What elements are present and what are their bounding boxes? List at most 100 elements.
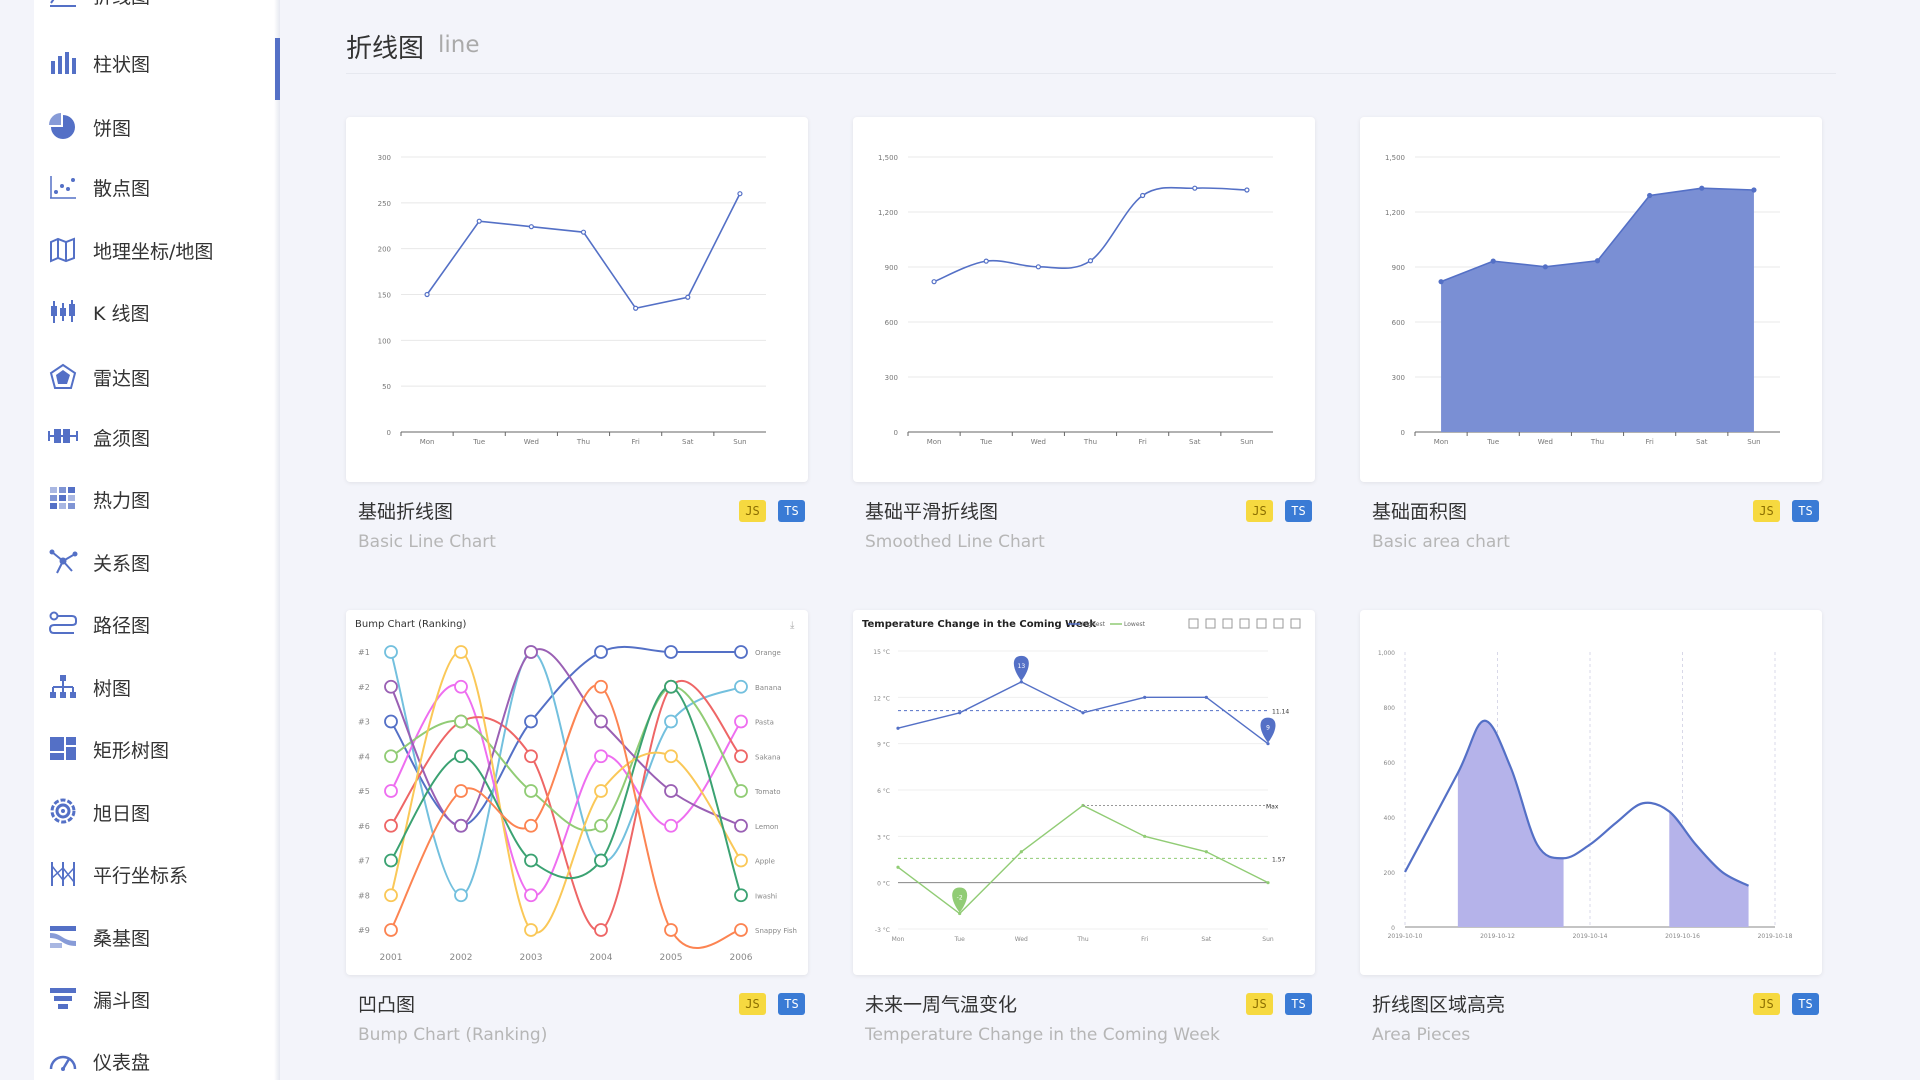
- line-chart-icon: [48, 0, 78, 9]
- markpoint-label: -2: [957, 895, 963, 902]
- sidebar-item-label: 地理坐标/地图: [93, 240, 214, 263]
- sidebar-item-map[interactable]: 地理坐标/地图: [34, 225, 280, 275]
- x-tick-label: Fri: [631, 438, 639, 446]
- data-point: [1542, 264, 1548, 270]
- data-point: [633, 305, 639, 311]
- data-point: [1019, 850, 1023, 854]
- data-point: [664, 645, 678, 659]
- markpoint-pin: [1260, 717, 1276, 743]
- ts-code-button[interactable]: TS: [778, 993, 805, 1015]
- data-point: [734, 888, 748, 903]
- y-tick-label: 1,500: [878, 154, 898, 162]
- js-code-button[interactable]: JS: [1753, 993, 1780, 1015]
- js-code-button[interactable]: JS: [1246, 500, 1273, 522]
- data-point: [1490, 258, 1496, 264]
- highlight-piece: [1669, 720, 1749, 927]
- data-point: [454, 818, 468, 833]
- data-point: [896, 865, 900, 869]
- data-point: [685, 294, 691, 300]
- data-point: [1081, 711, 1085, 715]
- x-tick-label: Mon: [892, 936, 905, 943]
- ts-code-button[interactable]: TS: [1285, 993, 1312, 1015]
- js-code-button[interactable]: JS: [739, 993, 766, 1015]
- sidebar-item-scatter-chart[interactable]: 散点图: [34, 162, 280, 212]
- chart-card-basic-area[interactable]: 1,500 1,200 900 600 300 0 Mon Tue Wed Thu Fri Sat Su…: [1360, 117, 1822, 482]
- data-point: [476, 218, 482, 224]
- sidebar-item-label: 折线图: [93, 0, 150, 9]
- x-tick-label: Wed: [1538, 438, 1553, 446]
- x-tick-label: Sat: [1696, 438, 1708, 446]
- card-subtitle: Area Pieces: [1372, 1025, 1471, 1045]
- chart-card-area-pieces[interactable]: 1,000 800 600 400 200 0 2019-10-10 2019-10-12 20…: [1360, 610, 1822, 975]
- toolbox-restore-icon: [1188, 618, 1199, 629]
- ts-code-button[interactable]: TS: [1792, 993, 1819, 1015]
- sidebar-item-pie-chart[interactable]: 饼图: [34, 102, 280, 152]
- data-point: [664, 749, 678, 764]
- x-tick-label: Tue: [979, 438, 992, 446]
- sidebar-item-sankey[interactable]: 桑基图: [34, 912, 280, 962]
- card-title[interactable]: 基础平滑折线图: [865, 501, 999, 523]
- sidebar-item-treemap[interactable]: 矩形树图: [34, 724, 280, 774]
- sidebar-item-tree[interactable]: 树图: [34, 662, 280, 712]
- data-point: [1140, 192, 1146, 199]
- ts-code-button[interactable]: TS: [1285, 500, 1312, 522]
- sidebar-item-graph[interactable]: 关系图: [34, 537, 280, 587]
- y-tick-label: #7: [358, 857, 370, 866]
- x-tick-label: Mon: [1434, 438, 1449, 446]
- sidebar-item-lines[interactable]: 路径图: [34, 599, 280, 649]
- ts-code-button[interactable]: TS: [778, 500, 805, 522]
- js-code-button[interactable]: JS: [1753, 500, 1780, 522]
- x-tick-label: Mon: [927, 438, 942, 446]
- data-point: [664, 679, 678, 694]
- toolbox-data-icon: [1222, 618, 1233, 629]
- data-point: [594, 679, 608, 694]
- chart-card-smoothed-line[interactable]: 1,500 1,200 900 600 300 0 Mon Tue Wed Thu Fri Sat Su…: [853, 117, 1315, 482]
- sidebar-item-radar[interactable]: 雷达图: [34, 352, 280, 402]
- chart-bump: Bump Chart (Ranking) ⤓ #1 #2 #3 #4 #5 #6 #7 #8 #9 2…: [355, 619, 797, 963]
- data-point: [664, 818, 678, 833]
- series-line: [390, 685, 742, 896]
- chart-card-bump-chart[interactable]: Bump Chart (Ranking) ⤓ #1 #2 #3 #4 #5 #6 #7 #8 #9 2…: [346, 610, 808, 975]
- pie-chart-icon: [48, 113, 78, 141]
- card-title[interactable]: 折线图区域高亮: [1372, 994, 1506, 1016]
- ts-code-button[interactable]: TS: [1792, 500, 1819, 522]
- x-tick-label: Sat: [1189, 438, 1201, 446]
- sidebar-item-gauge[interactable]: 仪表盘: [34, 1036, 280, 1080]
- card-title[interactable]: 未来一周气温变化: [865, 994, 1018, 1016]
- chart-temperature: Temperature Change in the Coming WeekHig…: [862, 618, 1301, 943]
- sidebar-item-label: 路径图: [93, 614, 151, 637]
- sidebar-item-heatmap[interactable]: 热力图: [34, 474, 280, 524]
- x-tick-label: Wed: [1031, 438, 1046, 446]
- sidebar-item-bar-chart[interactable]: 柱状图: [34, 38, 280, 100]
- js-code-button[interactable]: JS: [739, 500, 766, 522]
- data-point: [664, 714, 678, 729]
- sidebar-item-sunburst[interactable]: 旭日图: [34, 787, 280, 837]
- data-point: [594, 645, 608, 659]
- x-tick-label: 2002: [450, 953, 473, 963]
- series-end-label: Apple: [755, 858, 775, 866]
- data-point: [594, 923, 608, 937]
- sidebar-item-candlestick[interactable]: K 线图: [34, 287, 280, 337]
- sidebar-item-parallel[interactable]: 平行坐标系: [34, 849, 280, 899]
- sidebar-item-label: 雷达图: [93, 367, 151, 390]
- y-tick-label: 600: [1384, 760, 1396, 767]
- js-code-button[interactable]: JS: [1246, 993, 1273, 1015]
- sidebar-item-boxplot[interactable]: 盒须图: [34, 412, 280, 462]
- data-point: [1019, 680, 1023, 684]
- card-title[interactable]: 基础折线图: [358, 501, 454, 523]
- sidebar-item-funnel[interactable]: 漏斗图: [34, 974, 280, 1024]
- download-icon: ⤓: [790, 620, 795, 631]
- sidebar-item-line-chart[interactable]: 折线图: [34, 0, 280, 20]
- data-point: [1204, 850, 1208, 854]
- chart-smoothed-line: 1,500 1,200 900 600 300 0 Mon Tue Wed Thu Fri Sat Su…: [878, 154, 1273, 446]
- series-line: [390, 685, 742, 832]
- chart-card-basic-line[interactable]: 300 250 200 150 100 50 0 Mon Tue Wed Thu Fri Sat Sun: [346, 117, 808, 482]
- data-point: [524, 645, 538, 659]
- card-title[interactable]: 凹凸图: [358, 994, 416, 1016]
- card-title[interactable]: 基础面积图: [1372, 501, 1468, 523]
- data-point: [931, 279, 937, 285]
- series-end-label: Snappy Fish: [755, 927, 797, 935]
- sidebar-item-label: 平行坐标系: [93, 864, 189, 887]
- chart-card-temperature[interactable]: Temperature Change in the Coming Week Hig…: [853, 610, 1315, 975]
- sidebar-item-label: 关系图: [93, 552, 151, 575]
